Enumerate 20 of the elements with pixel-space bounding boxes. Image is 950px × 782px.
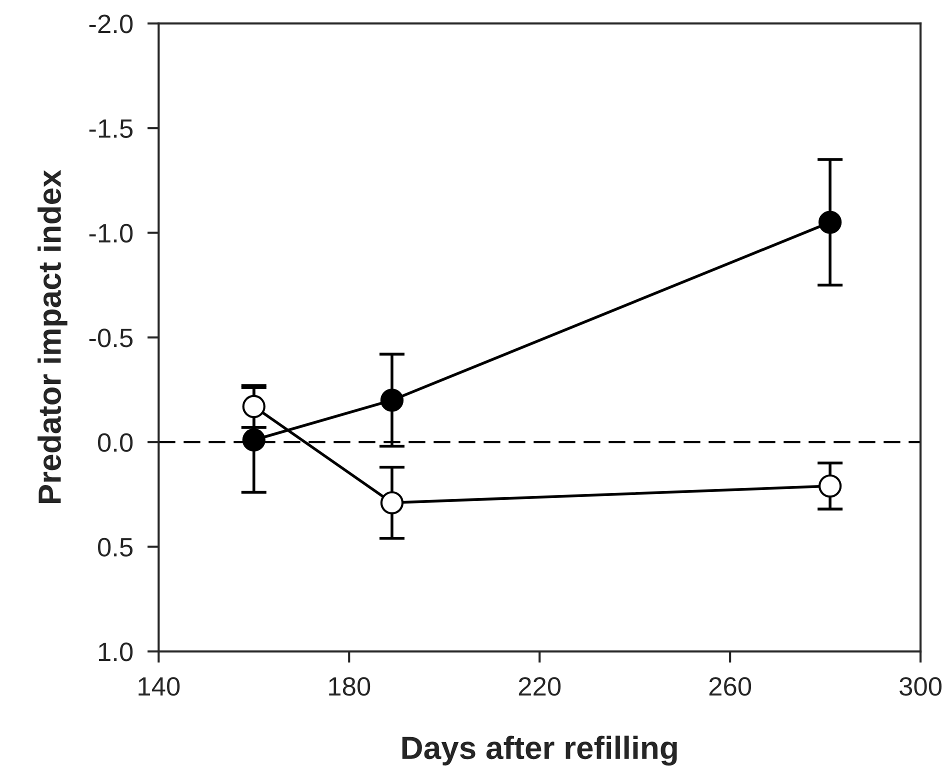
y-tick-label: 1.0	[98, 642, 133, 662]
x-tick-label: 180	[329, 677, 370, 696]
point	[380, 388, 404, 412]
x-tick-label: 220	[518, 677, 561, 696]
point	[818, 474, 842, 498]
x-axis-title: Days after refilling	[402, 736, 677, 766]
x-tick-label: 300	[900, 677, 942, 696]
point	[818, 210, 842, 234]
y-tick-label: -0.5	[89, 328, 133, 348]
y-tick-label: -1.0	[89, 224, 133, 243]
y-tick-label: 0.5	[98, 538, 133, 557]
x-tick-label: 140	[138, 677, 180, 696]
y-axis-title: Predator impact index	[38, 170, 68, 504]
y-tick-label: -1.5	[89, 120, 133, 138]
y-tick-label: 0.0	[98, 433, 133, 452]
x-tick-label: 260	[709, 677, 752, 696]
y-tick-label: -2.0	[89, 14, 133, 34]
point	[242, 428, 266, 452]
point	[242, 394, 266, 418]
point	[380, 491, 404, 514]
